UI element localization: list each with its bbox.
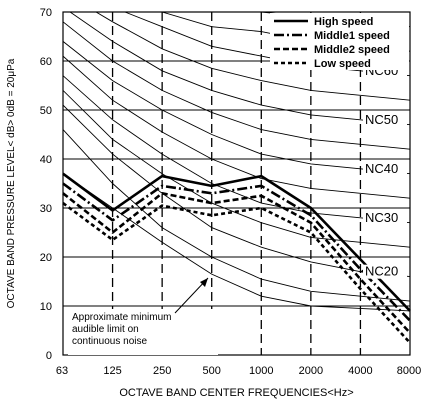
- nc-curve-nc50: [69, 12, 410, 126]
- x-tick-label: 125: [103, 365, 121, 377]
- nc-curve-nc40: [63, 41, 410, 175]
- speed-series: [62, 172, 411, 344]
- nc-label-bg: [363, 210, 407, 225]
- series-line-high-speed: [62, 172, 411, 312]
- x-tick-label: 1000: [249, 365, 273, 377]
- legend-label: Middle2 speed: [314, 44, 390, 56]
- reference-curve-1: [63, 129, 410, 302]
- y-tick-label: 40: [40, 154, 52, 166]
- series-line-middle1-speed: [62, 182, 411, 322]
- reference-curve-3: [63, 55, 410, 199]
- y-tick-label: 10: [40, 301, 52, 313]
- legend-label: Low speed: [314, 58, 371, 70]
- x-tick-label: 500: [203, 365, 221, 377]
- legend-label: Middle1 speed: [314, 30, 390, 42]
- x-tick-label: 250: [153, 365, 171, 377]
- reference-curve-4: [63, 21, 410, 150]
- plot-frame: [62, 11, 411, 356]
- nc-label-nc40: NC40: [365, 161, 398, 176]
- nc-label-nc30: NC30: [365, 210, 398, 225]
- x-tick-label: 2000: [299, 365, 323, 377]
- annotation-group: Approximate minimum audible limit on conti…: [68, 277, 218, 355]
- y-tick-label: 70: [40, 7, 52, 19]
- series-line-low-speed: [62, 202, 411, 344]
- x-tick-label: 8000: [397, 365, 421, 377]
- y-tick-label: 0: [46, 350, 52, 362]
- x-axis-label: OCTAVE BAND CENTER FREQUENCIES<Hz>: [119, 387, 353, 399]
- nc-curve-nc20: [63, 104, 410, 278]
- annotation-arrow-head: [200, 278, 208, 287]
- legend-box: [270, 13, 409, 70]
- y-axis-label: OCTAVE BAND PRESSURE LEVEL< dB> 0dB = 20…: [6, 58, 17, 308]
- y-tick-label: 30: [40, 203, 52, 215]
- nc-label-bg: [363, 112, 407, 127]
- reference-curve-5: [95, 12, 410, 101]
- nc-label-nc20: NC20: [365, 264, 398, 279]
- nc-label-bg: [363, 161, 407, 176]
- y-tick-label: 60: [40, 56, 52, 68]
- series-line-middle2-speed: [62, 192, 411, 334]
- x-tick-label: 4000: [348, 365, 372, 377]
- legend-label: High speed: [314, 16, 373, 28]
- y-tick-label: 50: [40, 105, 52, 117]
- y-tick-label: 20: [40, 252, 52, 264]
- annotation-bg: [68, 309, 218, 355]
- nc-label-bg: [363, 264, 407, 279]
- x-tick-label: 63: [56, 365, 68, 377]
- nc-curve-nc30: [63, 75, 410, 224]
- legend: High speed Middle1 speed Middle2 speed Low …: [270, 13, 409, 70]
- nc-label-nc50: NC50: [365, 112, 398, 127]
- annotation-text: Approximate minimum audible limit on conti…: [72, 312, 171, 347]
